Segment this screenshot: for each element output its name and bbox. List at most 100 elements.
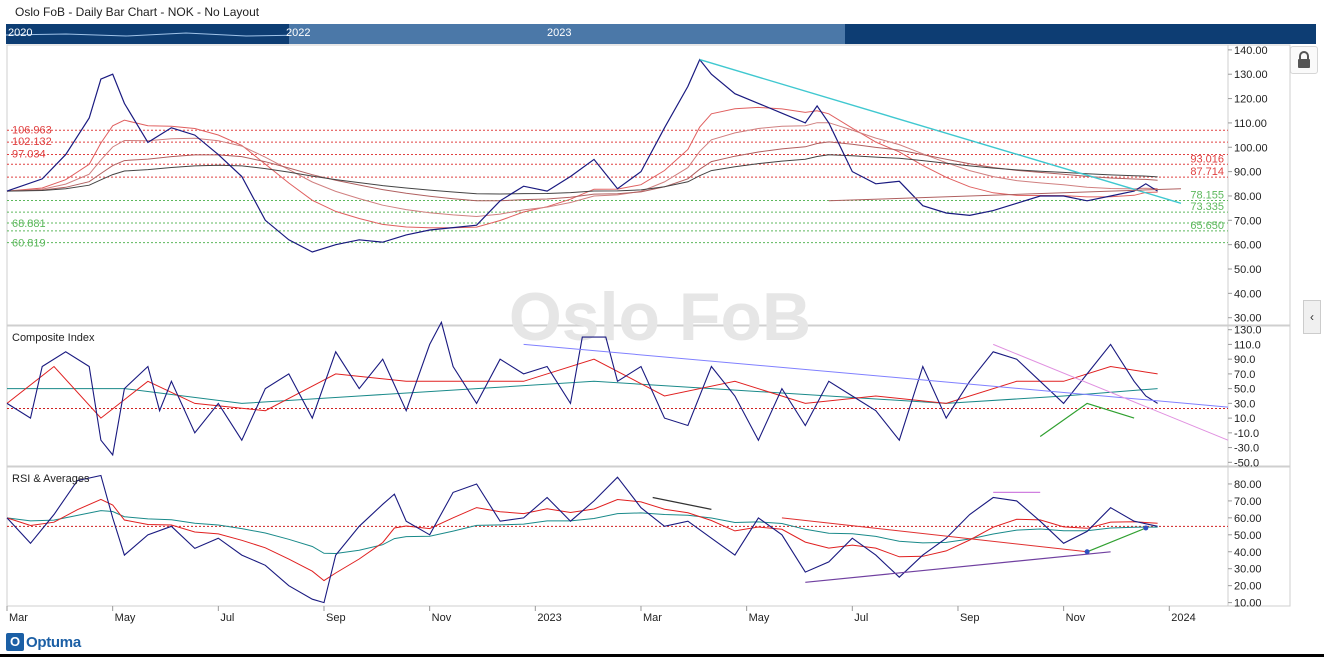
rsi-teal-average-line [6, 510, 1158, 555]
y-tick-label: 80.00 [1234, 479, 1262, 491]
composite-teal-average-line [7, 380, 1158, 404]
y-tick-label: 50.0 [1234, 384, 1255, 396]
price-line [6, 58, 1158, 253]
y-tick-label: 80.00 [1234, 191, 1262, 203]
date-range-navigator[interactable]: 2020 2022 2023 [6, 24, 1316, 44]
rsi-averages-title: RSI & Averages [12, 473, 90, 485]
x-axis: Mar May Jul Sep Nov 2023 Mar May Jul Sep Nov 2024 [6, 606, 1196, 624]
fib-level-green-label: 68.881 [12, 218, 46, 230]
composite-red-average-line [6, 358, 1158, 419]
lock-icon [1298, 51, 1310, 68]
y-tick-label: 30.00 [1234, 564, 1262, 576]
composite-trendline-pink [993, 343, 1229, 441]
x-tick-label: Jul [854, 612, 868, 624]
composite-index-title: Composite Index [12, 332, 95, 344]
y-tick-label: 40.00 [1234, 547, 1262, 559]
optuma-logo-text: Optuma [26, 633, 81, 651]
y-tick-label: 90.0 [1234, 354, 1255, 366]
y-tick-label: 50.00 [1234, 530, 1262, 542]
fib-level-green-label: 60.819 [12, 238, 46, 250]
y-tick-label: 40.00 [1234, 288, 1262, 300]
x-tick-label: Jul [220, 612, 234, 624]
y-tick-label: 140.00 [1234, 45, 1268, 57]
optuma-logo: O Optuma [6, 632, 81, 652]
chevron-left-icon: ‹ [1310, 310, 1314, 324]
y-tick-label: 110.0 [1234, 339, 1261, 351]
rsi-line [6, 474, 1158, 604]
price-trendline-cyan [699, 58, 1182, 204]
x-tick-label: Nov [432, 612, 452, 624]
y-tick-label: 30.0 [1234, 398, 1255, 410]
rsi-trendline-red [781, 517, 1088, 553]
y-tick-label: 100.00 [1234, 142, 1268, 154]
price-trendline-flat [828, 188, 1182, 202]
fib-level-red-label: 106.963 [12, 124, 52, 136]
price-ma-mid-line [6, 122, 1158, 218]
x-tick-label: Mar [643, 612, 662, 624]
rsi-trendline-purple [805, 551, 1111, 583]
rsi-anchor-point [1084, 549, 1090, 555]
y-tick-label: 10.0 [1234, 413, 1255, 425]
panel-frame-1 [6, 325, 1291, 467]
y-tick-label: 90.00 [1234, 167, 1262, 179]
fib-level-red-label: 93.016 [1190, 153, 1224, 165]
window-title: Oslo FoB - Daily Bar Chart - NOK - No La… [15, 5, 260, 19]
bottom-border [0, 654, 1324, 657]
x-tick-label: 2023 [537, 612, 561, 624]
y-tick-label: 60.00 [1234, 513, 1262, 525]
navigator-label-2020: 2020 [8, 27, 33, 39]
price-ma-long-line [6, 154, 1158, 195]
navigator-label-2023: 2023 [547, 27, 572, 39]
lock-button[interactable] [1290, 46, 1318, 74]
navigator-selection[interactable] [289, 24, 845, 44]
y-tick-label: 70.0 [1234, 369, 1255, 381]
watermark-layer: Oslo FoB [509, 279, 811, 355]
y-tick-label: 20.00 [1234, 581, 1262, 593]
price-ma-fast-line [6, 106, 1158, 229]
y-tick-label: 50.00 [1234, 264, 1262, 276]
y-tick-label: 70.00 [1234, 496, 1262, 508]
x-tick-label: 2024 [1171, 612, 1195, 624]
x-tick-label: Nov [1066, 612, 1086, 624]
rsi-trendline-black [652, 496, 712, 510]
composite-index-line [6, 320, 1158, 457]
x-tick-label: Mar [9, 612, 28, 624]
rsi-panel: 80.00 70.00 60.00 50.00 40.00 30.00 20.00 10.00 [6, 474, 1262, 610]
composite-panel: 130.0 110.0 90.0 70.0 50.0 30.0 10.0 -10.0 -30.0… [6, 320, 1262, 469]
y-tick-label: -50.0 [1234, 457, 1259, 469]
fib-level-green-label: 65.650 [1190, 220, 1224, 232]
panel-frame-2 [6, 466, 1291, 607]
composite-trendline-blue [523, 343, 1229, 408]
y-tick-label: 110.00 [1234, 118, 1267, 130]
y-tick-label: 120.00 [1234, 94, 1268, 106]
fib-level-red-label: 97.034 [12, 148, 46, 160]
y-tick-label: 30.00 [1234, 313, 1262, 325]
y-tick-label: -30.0 [1234, 443, 1259, 455]
y-tick-label: 130.00 [1234, 69, 1268, 81]
y-tick-label: -10.0 [1234, 428, 1259, 440]
fib-level-green-label: 78.155 [1190, 189, 1224, 201]
watermark-text: Oslo FoB [509, 279, 811, 355]
y-tick-label: 70.00 [1234, 215, 1262, 227]
rsi-trendline-green [1086, 527, 1147, 553]
fib-level-red-label: 87.714 [1190, 166, 1224, 178]
y-tick-label: 10.00 [1234, 598, 1262, 610]
rsi-red-average-line [6, 498, 1158, 582]
footer: O Optuma [0, 626, 1324, 657]
x-tick-label: May [115, 612, 136, 624]
y-tick-label: 60.00 [1234, 240, 1262, 252]
window-title-bar: Oslo FoB - Daily Bar Chart - NOK - No La… [0, 0, 1324, 24]
optuma-logo-icon: O [6, 633, 24, 651]
x-tick-label: Sep [326, 612, 346, 624]
price-ma-slow-line [6, 141, 1158, 202]
navigator-label-2022: 2022 [286, 27, 311, 39]
chart-frames [6, 44, 1291, 607]
y-tick-label: 130.0 [1234, 325, 1262, 337]
panel-frame-0 [6, 44, 1291, 326]
fib-level-red-label: 102.132 [12, 136, 52, 148]
composite-trendline-green [1039, 402, 1135, 437]
fib-level-green-label: 73.335 [1190, 201, 1224, 213]
rsi-anchor-point [1143, 525, 1149, 531]
collapse-panel-button[interactable]: ‹ [1303, 300, 1321, 334]
